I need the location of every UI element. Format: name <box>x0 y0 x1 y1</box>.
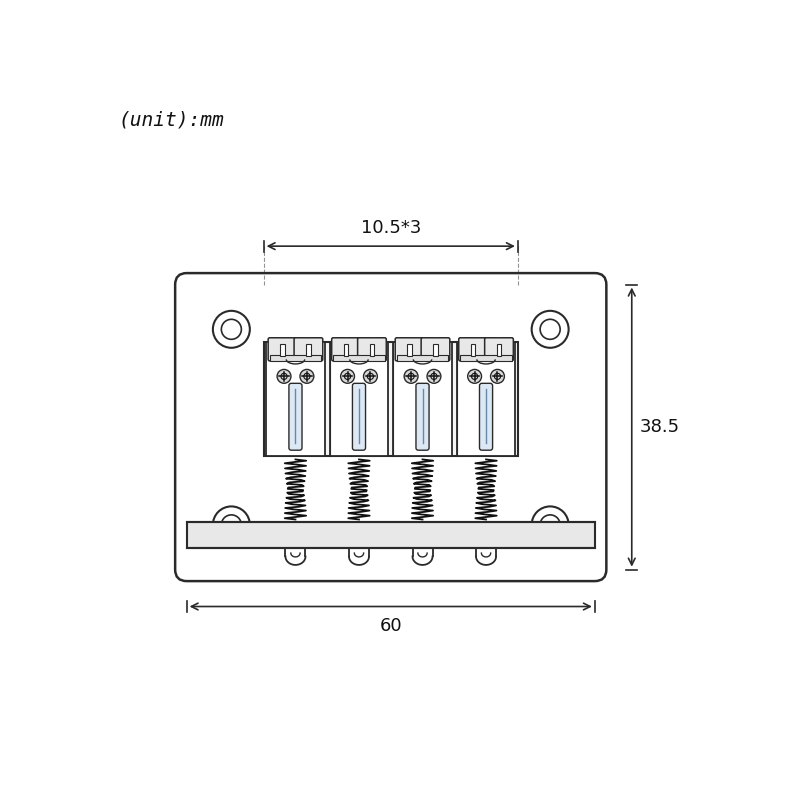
Bar <box>407 344 412 356</box>
Circle shape <box>490 370 505 383</box>
FancyBboxPatch shape <box>458 338 487 361</box>
Circle shape <box>540 319 560 339</box>
Bar <box>457 342 515 455</box>
Bar <box>264 342 518 455</box>
Bar <box>186 522 594 548</box>
Circle shape <box>404 370 418 383</box>
Text: 60: 60 <box>379 618 402 635</box>
Circle shape <box>468 370 482 383</box>
FancyBboxPatch shape <box>175 273 606 581</box>
Bar <box>306 344 310 356</box>
FancyBboxPatch shape <box>268 338 297 361</box>
Bar <box>460 354 512 361</box>
Circle shape <box>222 319 242 339</box>
Text: 38.5: 38.5 <box>639 418 679 436</box>
FancyBboxPatch shape <box>332 338 360 361</box>
FancyBboxPatch shape <box>479 383 493 450</box>
FancyBboxPatch shape <box>289 383 302 450</box>
Circle shape <box>222 515 242 535</box>
Text: (unit):mm: (unit):mm <box>119 110 225 130</box>
FancyBboxPatch shape <box>485 338 514 361</box>
FancyBboxPatch shape <box>358 338 386 361</box>
FancyBboxPatch shape <box>395 338 424 361</box>
Text: 10.5*3: 10.5*3 <box>361 219 421 237</box>
Bar <box>270 354 322 361</box>
Circle shape <box>277 370 291 383</box>
Bar <box>330 342 389 455</box>
Bar <box>497 344 502 356</box>
Circle shape <box>532 311 569 348</box>
Circle shape <box>427 370 441 383</box>
FancyBboxPatch shape <box>421 338 450 361</box>
Circle shape <box>300 370 314 383</box>
Circle shape <box>341 370 354 383</box>
Bar <box>397 354 449 361</box>
FancyBboxPatch shape <box>353 383 366 450</box>
Bar <box>333 354 385 361</box>
Bar <box>186 522 594 548</box>
Circle shape <box>532 506 569 543</box>
Circle shape <box>540 515 560 535</box>
Bar <box>370 344 374 356</box>
Bar <box>433 344 438 356</box>
Circle shape <box>363 370 378 383</box>
FancyBboxPatch shape <box>416 383 429 450</box>
FancyBboxPatch shape <box>294 338 322 361</box>
Bar <box>266 342 325 455</box>
Bar <box>393 342 452 455</box>
Bar <box>344 344 348 356</box>
Circle shape <box>213 506 250 543</box>
Circle shape <box>213 311 250 348</box>
Bar <box>280 344 285 356</box>
Bar <box>470 344 475 356</box>
